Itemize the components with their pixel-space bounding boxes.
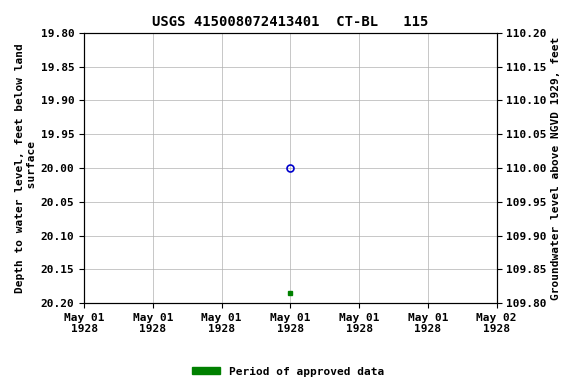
Y-axis label: Depth to water level, feet below land
 surface: Depth to water level, feet below land su… [15, 43, 37, 293]
Legend: Period of approved data: Period of approved data [192, 366, 384, 377]
Y-axis label: Groundwater level above NGVD 1929, feet: Groundwater level above NGVD 1929, feet [551, 36, 561, 300]
Title: USGS 415008072413401  CT-BL   115: USGS 415008072413401 CT-BL 115 [152, 15, 429, 29]
